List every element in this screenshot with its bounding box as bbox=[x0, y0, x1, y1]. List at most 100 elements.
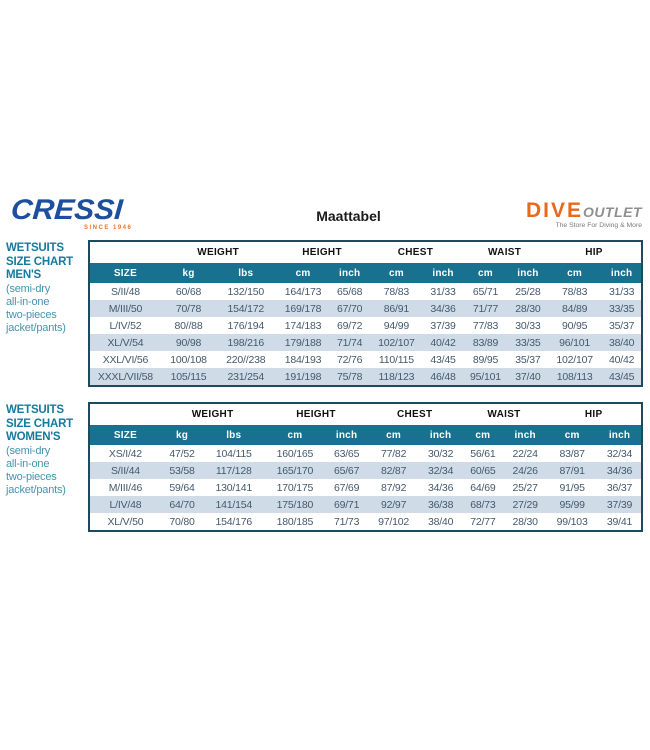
measurement-cell: 180/185 bbox=[276, 515, 314, 528]
unit-column-header: cm bbox=[367, 425, 420, 445]
measurement-cell: 37/40 bbox=[508, 368, 547, 386]
section-subtitle-line: (semi-dry bbox=[6, 444, 51, 457]
measurement-cell: 33/35 bbox=[602, 300, 642, 317]
measurement-cell: 169/178 bbox=[275, 300, 331, 317]
mens-section-label: WETSUITS SIZE CHART MEN'S (semi-dry all-in-o… bbox=[6, 240, 88, 335]
table-row: XS/I/42 47/52 104/115 160/165 63/65 77/82 30/3… bbox=[89, 445, 642, 462]
unit-column-header: cm bbox=[264, 425, 326, 445]
outlet-logo-word: OUTLET bbox=[583, 204, 642, 220]
measurement-cell: 71/74 bbox=[330, 334, 369, 351]
measurement-cell: 165/170 bbox=[264, 462, 326, 479]
measurement-cell: 231/254 bbox=[216, 368, 276, 386]
measurement-cell: 72/77 bbox=[470, 515, 496, 528]
size-cell: S/II/48 bbox=[110, 285, 140, 298]
measurement-cell: 69/71 bbox=[325, 496, 368, 513]
measurement-cell: 30/32 bbox=[427, 447, 454, 460]
group-header: HIP bbox=[547, 241, 642, 263]
section-subtitle-line: all-in-one bbox=[6, 295, 50, 308]
measurement-cell: 36/37 bbox=[606, 481, 633, 494]
table-row: S/II/44 53/58 117/128 165/170 65/67 82/87 32/3… bbox=[89, 462, 642, 479]
measurement-cell: 99/103 bbox=[556, 515, 588, 528]
unit-column-header: kg bbox=[160, 263, 217, 283]
size-cell: XL/V/50 bbox=[107, 515, 144, 528]
measurement-cell: 175/180 bbox=[264, 496, 326, 513]
unit-column-header: cm bbox=[461, 425, 504, 445]
measurement-cell: 75/78 bbox=[330, 368, 369, 386]
measurement-cell: 154/176 bbox=[215, 515, 252, 528]
measurement-cell: 91/95 bbox=[559, 481, 585, 494]
measurement-cell: 77/82 bbox=[380, 447, 407, 460]
measurement-cell: 87/91 bbox=[546, 462, 598, 479]
measurement-cell: 64/70 bbox=[160, 496, 204, 513]
measurement-cell: 160/165 bbox=[276, 447, 314, 460]
section-title-line: WETSUITS bbox=[6, 242, 64, 254]
measurement-cell: 86/91 bbox=[368, 300, 424, 317]
section-title-line: SIZE CHART bbox=[6, 417, 74, 430]
measurement-cell: 68/73 bbox=[461, 496, 504, 513]
measurement-cell: 65/71 bbox=[472, 285, 499, 298]
measurement-cell: 31/33 bbox=[608, 285, 635, 298]
dive-outlet-logo-text: DIVEOUTLET bbox=[500, 200, 642, 221]
size-cell: L/IV/48 bbox=[89, 496, 161, 513]
group-header: HEIGHT bbox=[264, 403, 368, 425]
measurement-cell: 60/68 bbox=[175, 285, 202, 298]
measurement-cell: 32/34 bbox=[606, 447, 633, 460]
measurement-cell: 43/45 bbox=[430, 353, 456, 366]
measurement-cell: 69/72 bbox=[337, 319, 363, 332]
measurement-cell: 59/64 bbox=[169, 481, 195, 494]
measurement-cell: 117/128 bbox=[203, 462, 265, 479]
measurement-cell: 84/89 bbox=[547, 300, 603, 317]
measurement-cell: 118/123 bbox=[368, 368, 424, 386]
unit-column-header: inch bbox=[325, 425, 368, 445]
measurement-cell: 34/36 bbox=[427, 481, 454, 494]
measurement-cell: 83/87 bbox=[559, 447, 585, 460]
measurement-cell: 60/65 bbox=[461, 462, 504, 479]
measurement-cell: 77/83 bbox=[472, 319, 499, 332]
measurement-cell: 32/34 bbox=[419, 462, 462, 479]
measurement-cell: 102/107 bbox=[556, 353, 593, 366]
measurement-cell: 27/29 bbox=[504, 496, 547, 513]
unit-column-header: cm bbox=[546, 425, 598, 445]
section-title-line: WOMEN'S bbox=[6, 431, 61, 444]
measurement-cell: 198/216 bbox=[216, 334, 276, 351]
measurement-cell: 154/172 bbox=[216, 300, 276, 317]
measurement-cell: 67/70 bbox=[330, 300, 369, 317]
mens-size-table: WEIGHT HEIGHT CHEST WAIST HIP SIZE kg lbs cm inch… bbox=[88, 240, 643, 387]
measurement-cell: 90/98 bbox=[160, 334, 217, 351]
size-cell: XS/I/42 bbox=[108, 447, 142, 460]
measurement-cell: 141/154 bbox=[203, 496, 265, 513]
group-header: WAIST bbox=[461, 403, 547, 425]
measurement-cell: 25/27 bbox=[512, 481, 538, 494]
measurement-cell: 65/68 bbox=[337, 285, 363, 298]
unit-column-header: inch bbox=[598, 425, 642, 445]
unit-column-header: inch bbox=[504, 425, 547, 445]
size-cell: XXXL/VII/58 bbox=[89, 368, 161, 386]
measurement-cell: 37/39 bbox=[430, 319, 456, 332]
measurement-cell: 71/73 bbox=[333, 515, 360, 528]
measurement-cell: 71/77 bbox=[462, 300, 509, 317]
section-title-line: SIZE CHART bbox=[6, 255, 74, 268]
dive-outlet-logo: DIVEOUTLET The Store For Diving & More bbox=[500, 196, 642, 230]
measurement-cell: 25/28 bbox=[515, 285, 541, 298]
measurement-cell: 33/35 bbox=[508, 334, 547, 351]
section-title-line: WETSUITS bbox=[6, 404, 64, 416]
measurement-cell: 30/33 bbox=[515, 319, 541, 332]
unit-column-header: lbs bbox=[216, 263, 276, 283]
unit-column-header: cm bbox=[547, 263, 603, 283]
section-subtitle-line: jacket/pants) bbox=[6, 483, 66, 496]
measurement-cell: 38/40 bbox=[602, 334, 642, 351]
measurement-cell: 64/69 bbox=[470, 481, 496, 494]
unit-column-header: cm bbox=[275, 263, 331, 283]
measurement-cell: 28/30 bbox=[512, 515, 538, 528]
table-row: S/II/48 60/68 132/150 164/173 65/68 78/83 31/3… bbox=[89, 283, 642, 300]
measurement-cell: 176/194 bbox=[227, 319, 265, 332]
measurement-cell: 90/95 bbox=[561, 319, 588, 332]
measurement-cell: 130/141 bbox=[215, 481, 252, 494]
section-subtitle-line: (semi-dry bbox=[6, 282, 51, 295]
measurement-cell: 63/65 bbox=[333, 447, 360, 460]
dive-logo-word: DIVE bbox=[525, 199, 583, 222]
measurement-cell: 70/80 bbox=[169, 515, 195, 528]
size-cell: L/IV/52 bbox=[109, 319, 142, 332]
size-cell: XXL/VI/56 bbox=[102, 353, 149, 366]
